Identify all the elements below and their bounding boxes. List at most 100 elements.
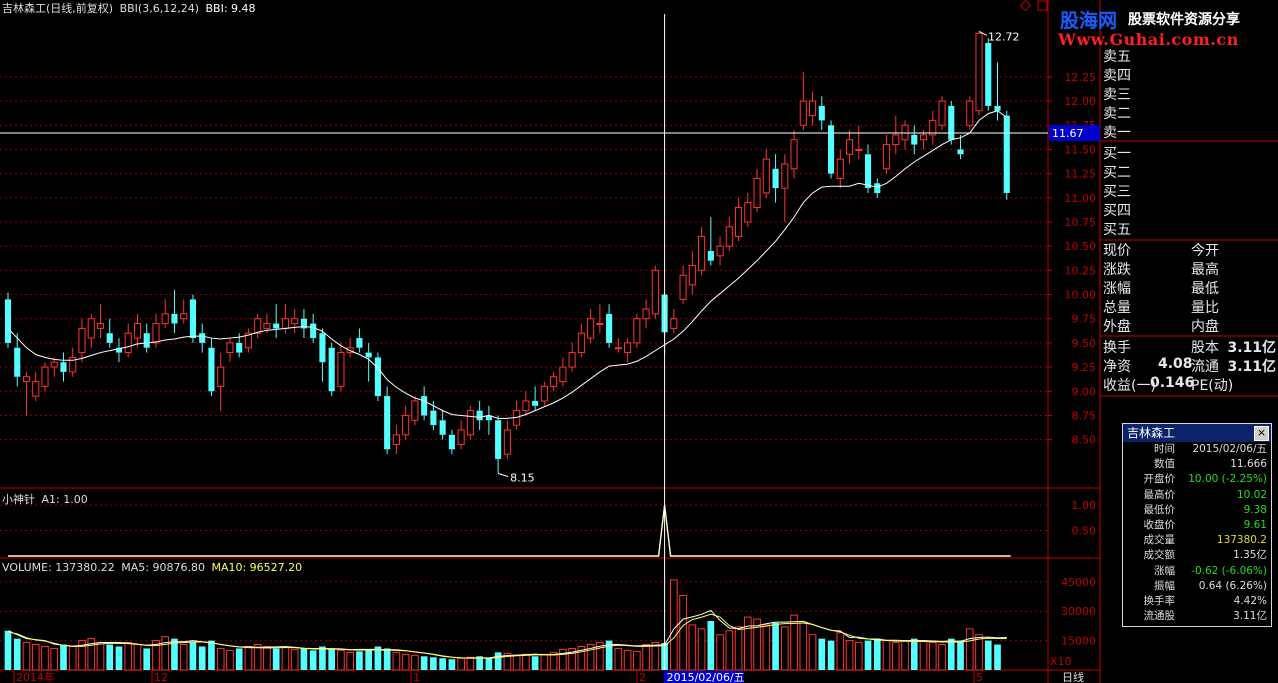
- popup-row: 最低价 9.38: [1123, 503, 1271, 518]
- candle: [882, 134, 891, 174]
- volume-bar: [290, 648, 299, 671]
- candle-body: [476, 410, 483, 421]
- volume-bar: [226, 649, 234, 671]
- popup-row-value: 1.35亿: [1233, 549, 1267, 562]
- candle: [133, 313, 142, 348]
- volume-bar: [401, 653, 410, 671]
- candle: [319, 328, 326, 382]
- high-label: 最高: [1191, 262, 1219, 278]
- popup-row-value: 9.38: [1243, 503, 1267, 516]
- candle-body: [402, 414, 410, 436]
- info-popup[interactable]: 吉林森工 × 时间 2015/02/06/五 数值 11.666 开盘价 10.00 (-…: [1122, 423, 1272, 627]
- candle-body: [596, 323, 604, 326]
- candle: [69, 347, 77, 377]
- popup-titlebar[interactable]: 吉林森工 ×: [1123, 424, 1271, 442]
- price-tick-label: 11.25: [1065, 168, 1097, 181]
- candle: [633, 313, 641, 348]
- candle: [762, 149, 770, 198]
- volume-bar: [642, 644, 650, 671]
- change-label: 涨跌: [1103, 262, 1131, 278]
- popup-row-label: 成交量: [1143, 534, 1176, 547]
- candle: [503, 420, 511, 459]
- volume-bar: [13, 638, 21, 670]
- volume-bar: [319, 646, 326, 670]
- candle-body: [50, 361, 58, 368]
- popup-row-value: -0.62 (-6.06%): [1191, 564, 1267, 577]
- signal-value: A1: 1.00: [41, 493, 88, 506]
- candle: [217, 352, 225, 411]
- candle-body: [32, 381, 40, 397]
- candle: [624, 338, 632, 363]
- candle: [244, 328, 252, 353]
- candle-body: [199, 333, 206, 343]
- date-tick-label: 2014年: [16, 670, 55, 683]
- candle-body: [550, 376, 558, 387]
- popup-row: 数值 11.666: [1123, 457, 1271, 472]
- popup-row-value: 3.11亿: [1233, 610, 1267, 623]
- candle-body: [180, 313, 188, 320]
- candle-body: [485, 415, 492, 421]
- candle: [559, 357, 567, 387]
- candle-body: [753, 177, 761, 208]
- candle: [587, 309, 595, 343]
- candle: [291, 309, 299, 334]
- candle-body: [87, 318, 95, 339]
- candle: [14, 333, 21, 387]
- volume-tick-label: 45000: [1061, 576, 1096, 589]
- candle-body: [273, 323, 280, 329]
- volume-bar: [919, 640, 928, 671]
- candle: [550, 371, 558, 392]
- candle: [707, 217, 714, 266]
- candle: [864, 144, 872, 193]
- candle: [402, 405, 410, 440]
- volume-header: VOLUME: 137380.22 MA5: 90876.80 MA10: 96…: [2, 561, 302, 574]
- indicator-name: BBI(3,6,12,24): [119, 2, 199, 15]
- candle: [577, 323, 585, 358]
- candle: [50, 357, 58, 377]
- candle-body: [300, 318, 307, 329]
- volume-bar: [864, 640, 872, 670]
- popup-rows: 时间 2015/02/06/五 数值 11.666 开盘价 10.00 (-2.25%) 最…: [1123, 442, 1271, 624]
- candle: [106, 318, 113, 348]
- popup-row-value: 10.00 (-2.25%): [1188, 473, 1267, 486]
- candle-body: [365, 352, 372, 358]
- volume-bar: [965, 628, 974, 671]
- candle: [365, 342, 372, 382]
- candle: [753, 168, 761, 213]
- volume-bar: [568, 647, 576, 671]
- bbi-line: [7, 110, 1008, 419]
- candle: [985, 38, 992, 111]
- volume-bar: [68, 645, 77, 671]
- close-button[interactable]: ×: [1254, 426, 1269, 441]
- candle: [781, 154, 789, 222]
- candle: [642, 299, 650, 329]
- volume-bar: [346, 651, 354, 671]
- candle-body: [698, 235, 706, 271]
- volume-bar: [716, 634, 724, 671]
- candle: [799, 72, 807, 131]
- volume-bar: [216, 647, 225, 671]
- candle-body: [281, 318, 289, 329]
- status-square-icon: [1037, 0, 1048, 11]
- candle: [124, 323, 132, 358]
- volume-bar: [476, 656, 483, 670]
- netasset-value: 4.08: [1158, 356, 1193, 372]
- candle-body: [651, 269, 659, 315]
- popup-row: 振幅 0.64 (6.26%): [1123, 579, 1271, 594]
- popup-row: 成交额 1.35亿: [1123, 548, 1271, 563]
- price-tick-label: 11.50: [1065, 143, 1097, 156]
- volume-bar: [133, 644, 142, 671]
- volume-bar: [124, 642, 133, 671]
- volume-bar: [411, 654, 419, 671]
- volume-bar: [596, 642, 604, 671]
- volume-bar: [836, 632, 845, 671]
- price-tick-label: 10.00: [1065, 289, 1097, 302]
- volume-bar: [901, 640, 909, 671]
- candle-body: [892, 134, 900, 146]
- popup-row-value: 2015/02/06/五: [1192, 443, 1267, 455]
- signal-name: 小神针: [2, 493, 35, 506]
- candle-body: [208, 347, 215, 392]
- volume-bar: [300, 648, 308, 670]
- candle: [411, 396, 419, 426]
